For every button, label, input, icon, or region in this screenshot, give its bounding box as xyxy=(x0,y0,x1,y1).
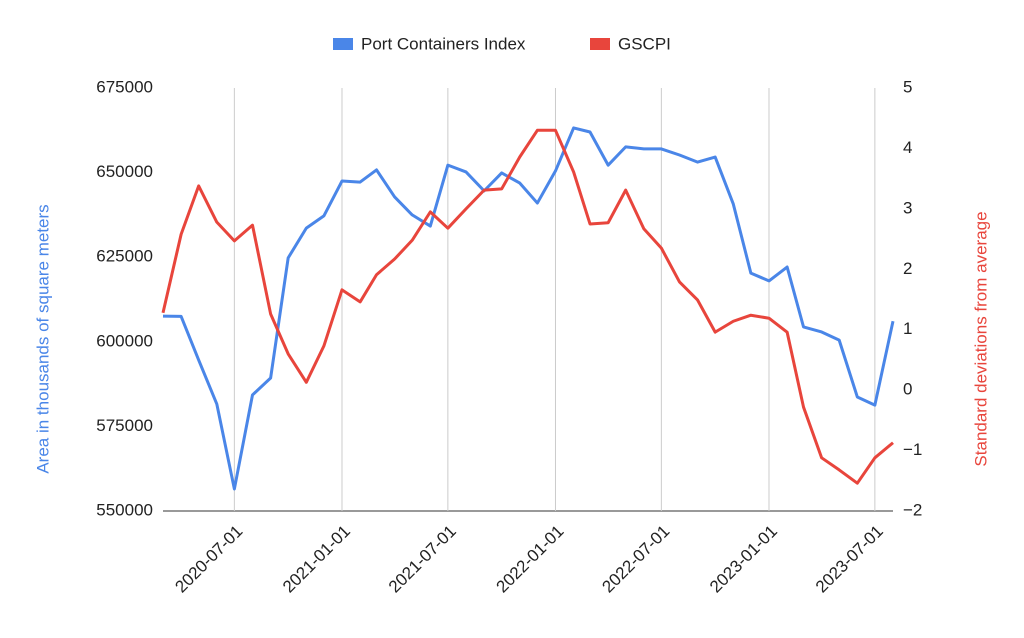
y-axis-title: Area in thousands of square meters xyxy=(33,204,52,473)
x-tick-label: 2021-07-01 xyxy=(385,522,460,597)
legend-swatch xyxy=(590,38,610,50)
legend-swatch xyxy=(333,38,353,50)
y-tick-label: 550000 xyxy=(96,500,153,519)
series-line xyxy=(162,126,895,491)
x-tick-label: 2023-07-01 xyxy=(812,522,887,597)
x-tick-label: 2020-07-01 xyxy=(171,522,246,597)
series-line xyxy=(161,128,894,485)
x-tick-label: 2023-01-01 xyxy=(706,522,781,597)
x-tick-label: 2022-01-01 xyxy=(493,522,568,597)
y2-tick-label: 1 xyxy=(903,319,912,338)
y2-tick-label: 2 xyxy=(903,259,912,278)
y-tick-label: 575000 xyxy=(96,416,153,435)
x-tick-label: 2021-01-01 xyxy=(279,522,354,597)
y2-tick-label: −2 xyxy=(903,500,922,519)
legend-label: GSCPI xyxy=(618,34,671,53)
y2-tick-label: −1 xyxy=(903,440,922,459)
y2-axis-title: Standard deviations from average xyxy=(971,211,990,466)
x-tick-label: 2022-07-01 xyxy=(598,522,673,597)
y2-tick-label: 5 xyxy=(903,77,912,96)
legend-label: Port Containers Index xyxy=(361,34,526,53)
y-tick-label: 625000 xyxy=(96,247,153,266)
y-tick-label: 675000 xyxy=(96,77,153,96)
y-tick-label: 600000 xyxy=(96,331,153,350)
y2-tick-label: 3 xyxy=(903,198,912,217)
y2-tick-label: 0 xyxy=(903,380,912,399)
y2-tick-label: 4 xyxy=(903,138,912,157)
y-tick-label: 650000 xyxy=(96,162,153,181)
